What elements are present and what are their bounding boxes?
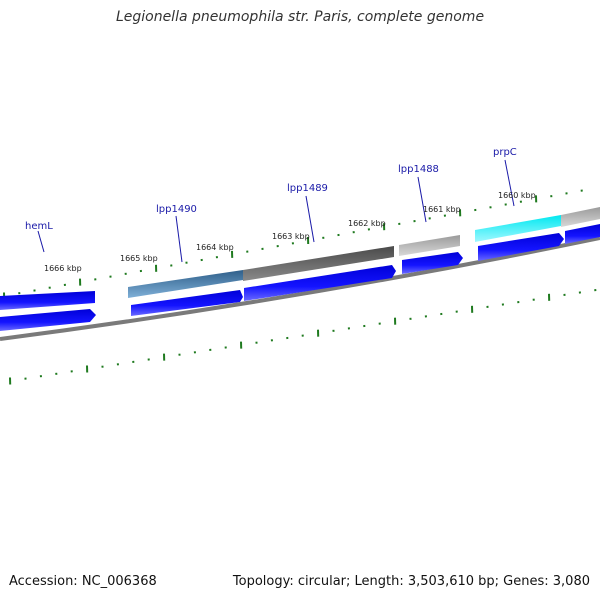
gene-label-leaders [37,159,515,263]
gene-label-lpp1488[interactable]: lpp1488 [398,164,439,175]
scale-label: 1664 kbp [196,243,234,252]
feature-bar-light-2[interactable] [561,207,600,227]
backbone-line [0,236,600,341]
cds-arrow[interactable] [478,233,564,261]
genome-summary-text: Topology: circular; Length: 3,503,610 bp… [232,574,590,589]
scale-labels: 1666 kbp 1665 kbp 1664 kbp 1663 kbp 1662… [44,191,536,273]
accession-text: Accession: NC_006368 [9,574,157,589]
gene-label-hemL[interactable]: hemL [25,221,53,232]
scale-label: 1665 kbp [120,254,158,263]
cds-arrow[interactable] [565,224,600,244]
feature-bar-dark[interactable] [243,246,394,281]
gene-label-prpC[interactable]: prpC [493,147,517,158]
cds-row-upper [0,224,600,316]
scale-label: 1660 kbp [498,191,536,200]
scale-label: 1666 kbp [44,264,82,273]
cds-row-lower [0,309,96,331]
feature-track [128,207,600,298]
scale-label: 1662 kbp [348,219,386,228]
gene-label-lpp1490[interactable]: lpp1490 [156,204,197,215]
feature-bar-light-1[interactable] [399,235,460,256]
cds-arrow[interactable] [131,290,243,316]
feature-bar-steel[interactable] [128,270,243,298]
cds-arrow[interactable] [244,265,396,301]
outer-ruler-ticks [3,189,583,300]
map-title: Legionella pneumophila str. Paris, compl… [115,9,485,25]
cds-arrow[interactable] [0,309,96,331]
gene-label-lpp1489[interactable]: lpp1489 [287,183,328,194]
cds-arrow[interactable] [402,252,463,274]
scale-label: 1661 kbp [423,205,461,214]
gene-labels: hemL lpp1490 lpp1489 lpp1488 prpC [25,147,517,232]
cds-arrow[interactable] [0,291,95,310]
inner-tick-ring [9,289,597,385]
feature-bar-cyan[interactable] [475,215,561,242]
scale-label: 1663 kbp [272,232,310,241]
